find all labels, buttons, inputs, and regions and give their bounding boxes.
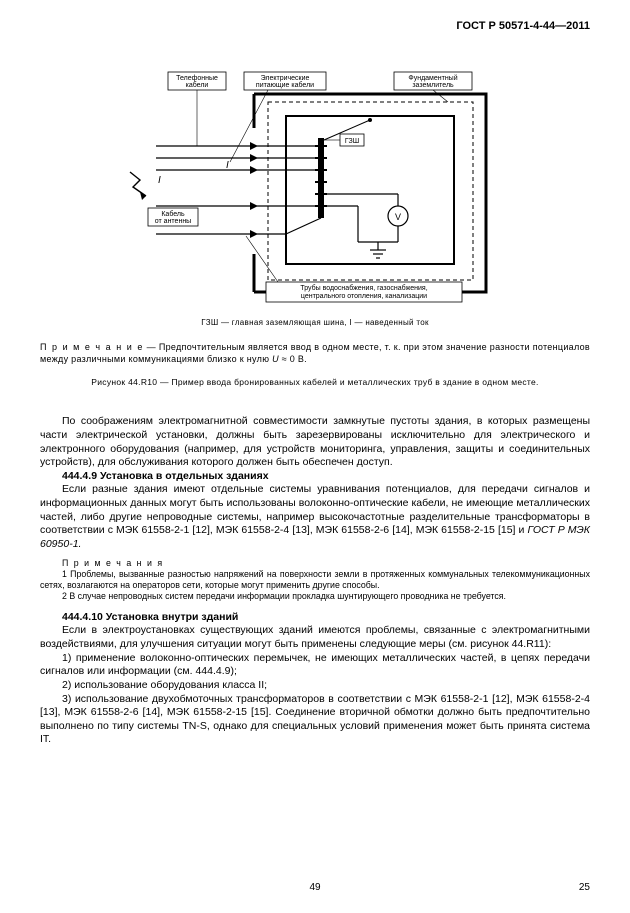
heading-4449: 444.4.9 Установка в отдельных зданиях bbox=[40, 470, 590, 484]
figure-caption: Рисунок 44.R10 — Пример ввода бронирован… bbox=[40, 377, 590, 387]
figure-label-power-1: Электрические bbox=[260, 75, 309, 82]
note-1: 1 Проблемы, вызванные разностью напряжен… bbox=[40, 569, 590, 592]
figure-label-antenna-2: от антенны bbox=[154, 218, 190, 225]
note-text-2: ≈ 0 В. bbox=[279, 354, 307, 364]
doc-code: ГОСТ Р 50571-4-44—2011 bbox=[40, 20, 590, 32]
para-44410-3: 3) использование двухобмоточных трансфор… bbox=[40, 693, 590, 748]
figure-label-pipes-2: центрального отопления, канализации bbox=[300, 293, 426, 300]
figure-label-phone-2: кабели bbox=[185, 81, 208, 89]
figure-subcaption: ГЗШ — главная заземляющая шина, I — наве… bbox=[40, 318, 590, 327]
para-44410-2: 2) использование оборудования класса II; bbox=[40, 679, 590, 693]
figure-label-ground-1: Фундаментный bbox=[408, 74, 457, 82]
figure-44R10: ГЗШ V bbox=[118, 50, 513, 310]
figure-label-antenna-1: Кабель bbox=[161, 210, 185, 218]
figure-label-gzsh: ГЗШ bbox=[344, 138, 358, 145]
figure-label-pipes-1: Трубы водоснабжения, газоснабжения, bbox=[300, 284, 427, 292]
para-4449-text: Если разные здания имеют отдельные систе… bbox=[40, 483, 590, 536]
heading-44410: 444.4.10 Установка внутри зданий bbox=[40, 611, 590, 625]
figure-label-voltmeter: V bbox=[394, 212, 400, 222]
figure-label-ground-2: заземлитель bbox=[412, 82, 454, 89]
para-44410a: Если в электроустановках существующих зд… bbox=[40, 624, 590, 651]
notes-label: П р и м е ч а н и я bbox=[62, 558, 164, 568]
page-number-center: 49 bbox=[309, 882, 320, 893]
figure-label-power-2: питающие кабели bbox=[255, 81, 313, 89]
notes-block: П р и м е ч а н и я 1 Проблемы, вызванны… bbox=[40, 558, 590, 603]
figure-label-phone-1: Телефонные bbox=[176, 75, 218, 82]
note-2: 2 В случае непроводных систем передачи и… bbox=[40, 591, 590, 602]
para-intro: По соображениям электромагнитной совмест… bbox=[40, 415, 590, 470]
page-number-right: 25 bbox=[579, 882, 590, 893]
note-label: П р и м е ч а н и е bbox=[40, 342, 144, 352]
figure-label-I2: I bbox=[226, 160, 229, 171]
body-text: По соображениям электромагнитной совмест… bbox=[40, 415, 590, 747]
para-44410-1: 1) применение волоконно-оптических перем… bbox=[40, 652, 590, 679]
figure-label-I1: I bbox=[158, 175, 161, 186]
figure-note: П р и м е ч а н и е — Предпочтительным я… bbox=[40, 341, 590, 365]
document-page: ГОСТ Р 50571-4-44—2011 ГЗШ bbox=[0, 0, 630, 913]
note-U: U bbox=[272, 354, 279, 364]
para-4449: Если разные здания имеют отдельные систе… bbox=[40, 483, 590, 551]
